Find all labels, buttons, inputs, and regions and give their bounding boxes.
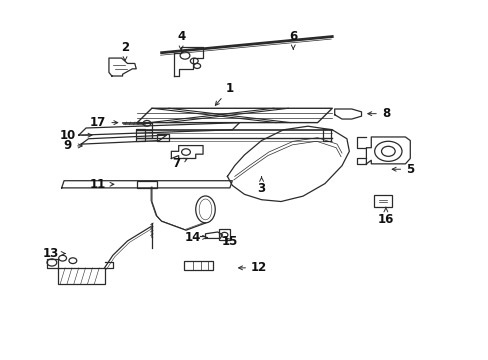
Text: 15: 15 [221, 235, 238, 248]
Text: 14: 14 [185, 231, 207, 244]
Bar [58, 268, 104, 284]
Text: 8: 8 [367, 107, 389, 120]
Text: 2: 2 [121, 41, 129, 60]
Text: 11: 11 [90, 178, 114, 191]
Text: 13: 13 [42, 247, 65, 260]
Bar [219, 229, 229, 240]
Bar [373, 195, 391, 207]
Text: 10: 10 [60, 129, 92, 142]
Text: 12: 12 [238, 261, 267, 274]
Text: 4: 4 [177, 30, 185, 50]
Bar [136, 130, 145, 141]
Bar [183, 261, 212, 270]
Text: 5: 5 [391, 163, 413, 176]
Text: 6: 6 [288, 30, 297, 49]
Bar [157, 134, 168, 141]
Text: 9: 9 [64, 139, 82, 152]
Text: 1: 1 [215, 82, 233, 105]
Bar [137, 181, 157, 188]
Text: 17: 17 [90, 116, 118, 129]
Text: 3: 3 [257, 177, 265, 195]
Text: 7: 7 [172, 157, 187, 170]
Text: 16: 16 [377, 207, 393, 226]
Bar [322, 130, 330, 141]
